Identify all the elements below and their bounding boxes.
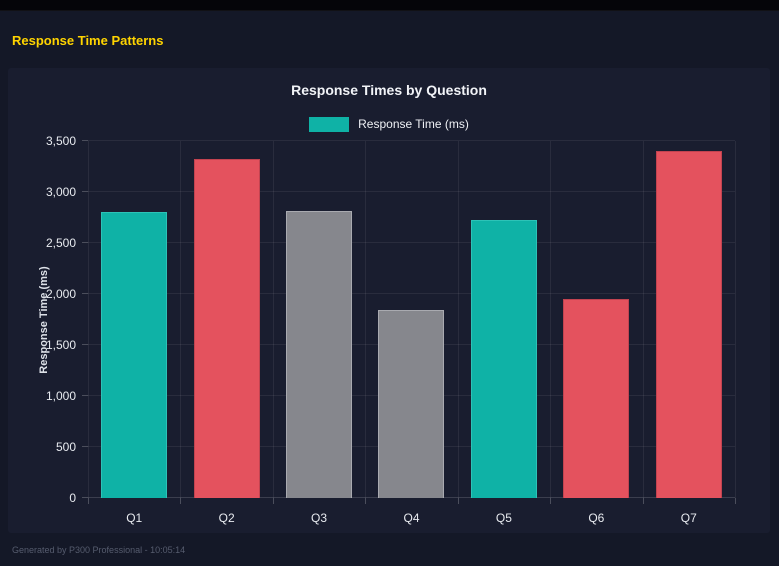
y-tick-mark [82,497,88,498]
x-axis-label: Q5 [495,511,512,525]
legend[interactable]: Response Time (ms) [8,116,770,132]
gridline-vertical [457,141,459,498]
y-tick-label: 1,000 [45,389,76,404]
y-tick-mark [82,344,88,345]
bar-q5 [470,219,537,498]
gridline-horizontal [88,242,735,243]
gridline-horizontal [88,140,735,141]
gridline-vertical [180,141,182,498]
gridline-horizontal [88,191,735,192]
plot-area: 0 500 1,000 1,500 2,000 2,500 3,000 3,500 Respo… [38,134,736,525]
x-axis-labels: Q1 Q2 Q3 Q4 Q5 Q6 Q7 [88,498,735,530]
x-axis-label: Q7 [680,511,697,525]
y-tick-label: 1,500 [45,338,76,352]
page-title: Response Time Patterns [12,33,164,48]
legend-swatch [309,116,350,132]
y-tick-label: 2,000 [45,287,76,302]
y-tick-label: 3,000 [45,185,76,199]
chart-panel: Response Times by Question Response Time… [8,68,770,533]
x-tick-mark [180,498,182,504]
gridline-horizontal [88,293,735,294]
gridline-vertical [88,141,89,498]
bar-slot [643,141,735,498]
y-tick-mark [82,293,88,294]
gridline-vertical [550,141,552,498]
x-tick-mark [642,498,644,504]
y-tick-label: 2,500 [45,236,76,250]
x-axis-label: Q3 [311,511,328,525]
footer-status-text: Generated by P300 Professional - 10:05:1… [12,545,186,555]
y-tick-label: 500 [55,440,76,455]
y-tick-mark [82,242,88,243]
bar-q6 [563,299,630,498]
y-axis-ticks: 0 500 1,000 1,500 2,000 2,500 3,000 3,500 [2,134,76,505]
x-axis-label: Q6 [588,511,605,525]
x-axis-label: Q1 [126,511,143,525]
bar-q1 [101,212,168,498]
gridline-vertical [642,141,644,498]
y-axis-title: Response Time (ms) [38,265,50,374]
bar-q7 [655,151,722,498]
chart-title: Response Times by Question [291,82,487,98]
gridline-vertical [735,141,736,498]
x-tick-mark [457,498,459,504]
x-tick-mark [88,498,89,504]
gridline-vertical [272,141,274,498]
bar-slot [365,141,457,498]
y-tick-label: 3,500 [45,134,76,148]
gridline-vertical [365,141,367,498]
legend-label: Response Time (ms) [358,117,469,131]
x-axis-label: Q2 [218,511,235,525]
bar-q4 [378,310,445,498]
y-tick-mark [82,446,88,447]
x-axis-label: Q4 [403,511,420,525]
bar-q3 [286,211,353,498]
bar-slot [550,141,642,498]
y-tick-mark [82,140,88,141]
x-tick-mark [735,498,736,504]
bar-q2 [193,159,260,498]
y-tick-label: 0 [69,491,76,505]
window-top-bar [0,0,779,11]
x-tick-mark [550,498,552,504]
y-tick-mark [82,395,88,396]
bar-slot [458,141,550,498]
bar-slot [273,141,365,498]
bar-slot [88,141,180,498]
x-tick-mark [272,498,274,504]
y-tick-mark [82,191,88,192]
x-tick-mark [365,498,367,504]
bar-slot [180,141,272,498]
